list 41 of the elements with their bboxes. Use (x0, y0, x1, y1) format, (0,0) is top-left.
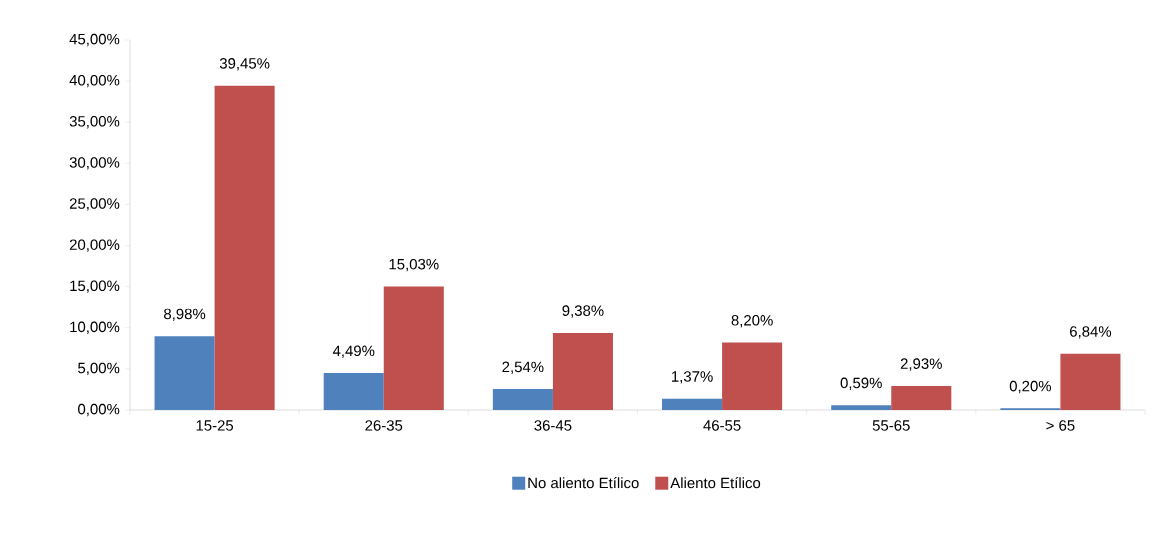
data-label: 1,37% (672, 371, 713, 384)
data-label: 0,59% (840, 377, 882, 390)
y-tick-label: 40,00% (69, 74, 120, 88)
x-tick-label: 46-55 (703, 420, 741, 431)
x-tick-label: 15-25 (196, 420, 234, 431)
bar (891, 385, 952, 410)
y-tick-label: 10,00% (70, 321, 120, 334)
bar (154, 336, 215, 410)
legend-label: No aliento Etílico (528, 477, 639, 489)
data-label: 2,54% (502, 361, 544, 374)
data-label: 0,20% (1009, 380, 1052, 394)
bar (1060, 353, 1121, 410)
y-tick-label: 5,00% (78, 362, 120, 376)
bar (214, 85, 275, 410)
y-tick-label: 45,00% (69, 33, 120, 47)
y-tick-label: 35,00% (69, 116, 120, 129)
data-label: 2,93% (900, 358, 942, 371)
x-tick-label: 26-35 (365, 420, 403, 431)
x-tick-label: > 65 (1046, 420, 1075, 431)
y-tick-label: 0,00% (78, 403, 120, 417)
y-tick-label: 25,00% (69, 198, 120, 211)
bar (831, 405, 892, 410)
x-tick-label: 55-65 (872, 420, 910, 431)
data-label: 9,38% (562, 305, 604, 318)
y-tick-label: 15,00% (70, 280, 120, 293)
bar (383, 286, 444, 410)
data-label: 8,20% (731, 315, 773, 328)
legend-label: Aliento Etílico (670, 477, 761, 489)
data-label: 8,98% (164, 308, 206, 321)
y-tick-label: 20,00% (69, 239, 120, 252)
y-tick-label: 30,00% (69, 157, 120, 170)
data-label: 39,45% (219, 58, 270, 71)
data-label: 15,03% (389, 258, 439, 272)
bar (662, 398, 723, 410)
bar (722, 342, 783, 410)
data-label: 6,84% (1070, 326, 1112, 339)
x-tick-label: 36-45 (534, 420, 572, 431)
data-label: 4,49% (332, 345, 375, 358)
bar (323, 373, 384, 410)
bar (492, 389, 553, 410)
bar (552, 332, 613, 410)
